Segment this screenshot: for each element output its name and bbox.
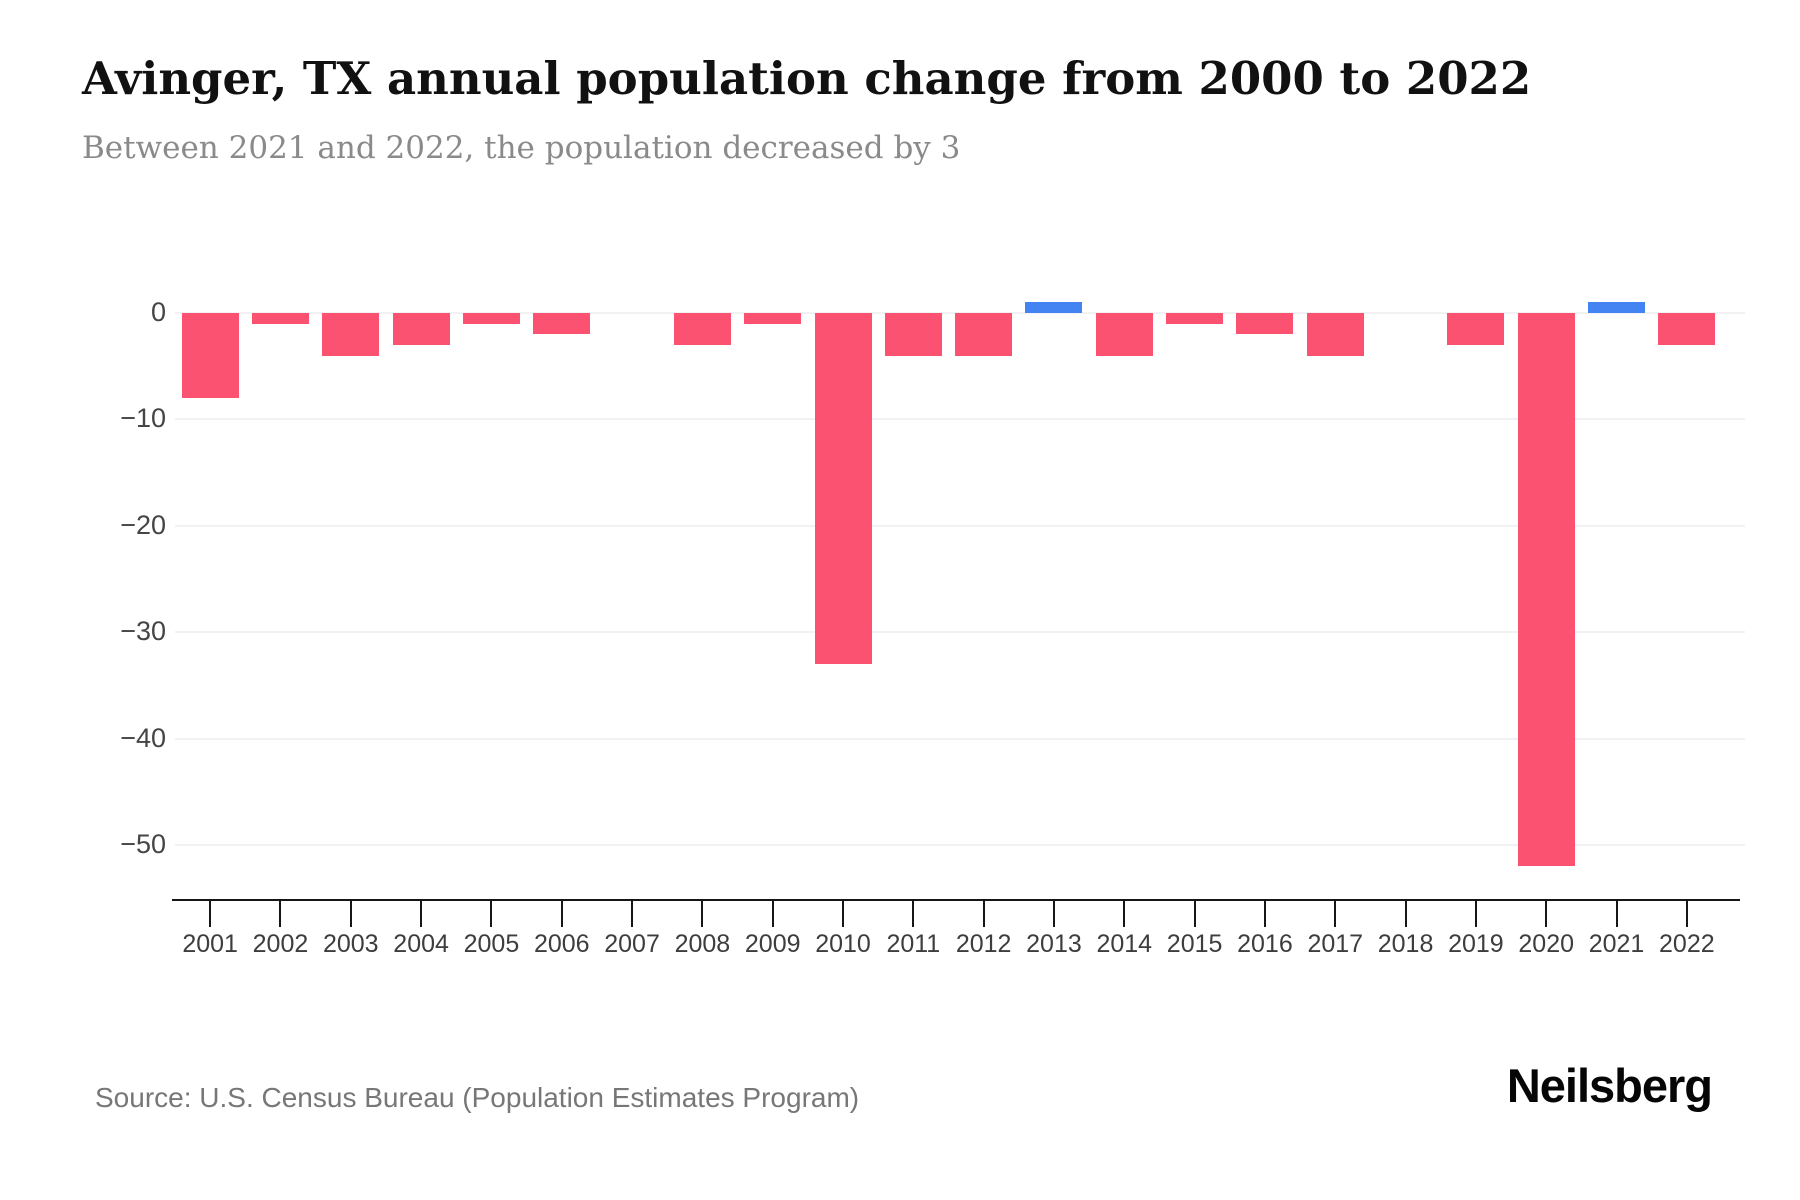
y-axis-label--10: −10: [120, 403, 166, 434]
x-axis-tick-2017: [1334, 899, 1337, 927]
x-axis-label-2015: 2015: [1166, 930, 1223, 958]
x-axis-tick-2006: [560, 899, 563, 927]
bar-2003[interactable]: [322, 313, 380, 356]
x-axis-tick-2013: [1052, 899, 1055, 927]
x-axis-label-2011: 2011: [886, 930, 941, 958]
x-axis-tick-2010: [842, 899, 845, 927]
bar-2011[interactable]: [884, 313, 942, 356]
bar-2008[interactable]: [673, 313, 731, 345]
x-axis-tick-2007: [631, 899, 634, 927]
gridline-y--30: [175, 631, 1745, 634]
x-axis-tick-2004: [420, 899, 423, 927]
x-axis-label-2016: 2016: [1237, 930, 1293, 958]
x-axis-tick-2003: [349, 899, 352, 927]
x-axis-label-2013: 2013: [1026, 930, 1082, 958]
bar-2002[interactable]: [251, 313, 309, 324]
gridline-y--10: [175, 418, 1745, 421]
x-axis-label-2006: 2006: [533, 930, 590, 958]
bar-2010[interactable]: [814, 313, 872, 665]
x-axis-label-2005: 2005: [463, 930, 520, 958]
x-axis-label-2018: 2018: [1377, 930, 1434, 958]
x-axis-tick-2019: [1474, 899, 1477, 927]
x-axis-line: [172, 899, 1740, 901]
x-axis-tick-2015: [1193, 899, 1196, 927]
x-axis-tick-2014: [1123, 899, 1126, 927]
x-axis-label-2012: 2012: [955, 930, 1012, 958]
bar-2015[interactable]: [1166, 313, 1224, 324]
x-axis-label-2010: 2010: [815, 930, 871, 958]
x-axis-label-2007: 2007: [604, 930, 660, 958]
x-axis-label-2008: 2008: [674, 930, 731, 958]
x-axis-label-2014: 2014: [1096, 930, 1153, 958]
bar-2019[interactable]: [1447, 313, 1505, 345]
gridline-y--20: [175, 524, 1745, 527]
x-axis-label-2004: 2004: [393, 930, 449, 958]
x-axis-label-2002: 2002: [252, 930, 309, 958]
chart-title: Avinger, TX annual population change fro…: [82, 52, 1532, 105]
bar-2016[interactable]: [1236, 313, 1294, 335]
bar-2020[interactable]: [1517, 313, 1575, 867]
y-axis-label--40: −40: [120, 722, 166, 753]
x-axis-tick-2001: [209, 899, 212, 927]
source-note: Source: U.S. Census Bureau (Population E…: [95, 1082, 860, 1113]
bar-2006[interactable]: [533, 313, 591, 335]
chart-subtitle: Between 2021 and 2022, the population de…: [82, 130, 961, 166]
y-axis-label--20: −20: [120, 509, 166, 540]
x-axis-tick-2020: [1545, 899, 1548, 927]
x-axis-tick-2018: [1404, 899, 1407, 927]
bar-2005[interactable]: [462, 313, 520, 324]
bar-2014[interactable]: [1095, 313, 1153, 356]
bar-2017[interactable]: [1306, 313, 1364, 356]
x-axis-label-2003: 2003: [322, 930, 379, 958]
y-axis-label--30: −30: [120, 616, 166, 647]
y-axis-label-0: 0: [150, 297, 166, 327]
x-axis-tick-2009: [771, 899, 774, 927]
bar-2012[interactable]: [955, 313, 1013, 356]
x-axis-tick-2016: [1263, 899, 1266, 927]
x-axis-label-2009: 2009: [744, 930, 801, 958]
x-axis-tick-2022: [1685, 899, 1688, 927]
x-axis-tick-2021: [1615, 899, 1618, 927]
bar-2004[interactable]: [392, 313, 450, 345]
y-axis-label--50: −50: [120, 829, 166, 859]
x-axis-label-2017: 2017: [1307, 930, 1364, 958]
x-axis-label-2020: 2020: [1518, 930, 1575, 958]
x-axis-tick-2005: [490, 899, 493, 927]
x-axis-label-2001: 2001: [182, 930, 238, 958]
neilsberg-logo: Neilsberg: [1506, 1059, 1713, 1112]
bar-2009[interactable]: [744, 313, 802, 324]
x-axis-label-2019: 2019: [1448, 930, 1504, 958]
x-axis-tick-2012: [982, 899, 985, 927]
bar-2021[interactable]: [1588, 302, 1646, 313]
x-axis-label-2022: 2022: [1659, 930, 1715, 958]
gridline-y--40: [175, 737, 1745, 740]
bar-2013[interactable]: [1025, 302, 1083, 313]
x-axis-label-2021: 2021: [1588, 930, 1645, 958]
bar-2022[interactable]: [1658, 313, 1716, 345]
gridline-y--50: [175, 844, 1745, 846]
x-axis-tick-2011: [912, 899, 915, 927]
bar-2001[interactable]: [181, 313, 239, 399]
x-axis-tick-2002: [279, 899, 282, 927]
x-axis-tick-2008: [701, 899, 704, 927]
